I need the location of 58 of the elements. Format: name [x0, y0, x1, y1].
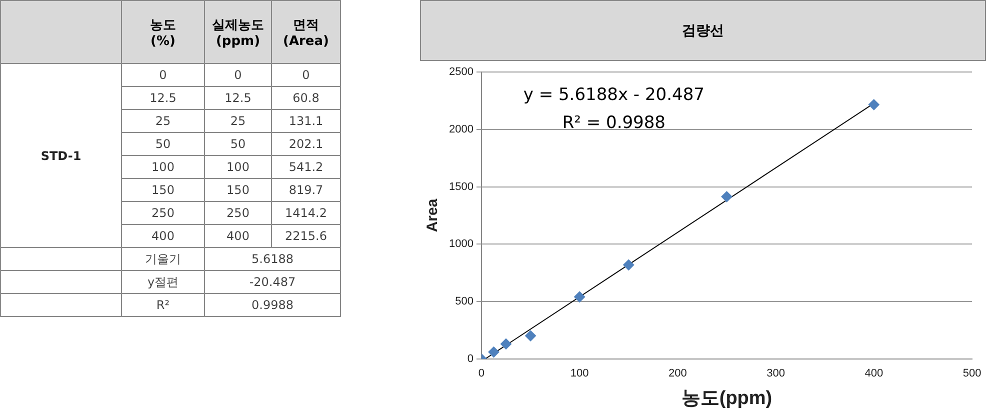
- text: 0: [204, 64, 272, 86]
- annotation: R² = 0.9988: [562, 113, 666, 133]
- text: 541.2: [272, 156, 340, 178]
- chart-title: 검량선: [420, 0, 986, 61]
- point: [488, 346, 500, 358]
- x-axis-title: 농도(ppm): [681, 388, 772, 409]
- text: 12.5: [204, 86, 272, 110]
- text: 면적 (Area): [272, 0, 340, 64]
- x-tick-label: 300: [766, 368, 785, 380]
- text: 1414.2: [272, 202, 340, 224]
- text: 0.9988: [204, 294, 340, 316]
- text: 실제농도 (ppm): [204, 0, 272, 64]
- x-tick-label: 400: [864, 368, 884, 380]
- text: 100: [204, 156, 272, 178]
- annotation: y = 5.6188x - 20.487: [523, 85, 704, 105]
- point: [623, 259, 634, 270]
- text: 131.1: [272, 110, 340, 132]
- text: 60.8: [272, 86, 340, 110]
- x-tick-label: 200: [668, 368, 687, 380]
- x-tick-label: 100: [570, 368, 589, 380]
- text: 400: [122, 224, 204, 248]
- text: 150: [122, 178, 204, 202]
- y-tick-label: 0: [467, 353, 474, 366]
- text: 25: [204, 110, 272, 132]
- text: 250: [122, 202, 204, 224]
- point: [868, 99, 880, 110]
- x-tick-label: 500: [962, 368, 982, 380]
- text: 25: [122, 110, 204, 132]
- point: [500, 338, 512, 350]
- text: y절편: [122, 270, 204, 294]
- point: [721, 191, 732, 202]
- x-tick-label: 0: [478, 368, 485, 380]
- text: 150: [204, 178, 272, 202]
- text: 기울기: [122, 248, 204, 270]
- y-tick-label: 500: [455, 296, 474, 308]
- point: [574, 291, 586, 302]
- text: 2215.6: [272, 224, 340, 248]
- text: 12.5: [122, 86, 204, 110]
- text: 400: [204, 224, 272, 248]
- text: 100: [122, 156, 204, 178]
- text: 0: [272, 64, 340, 86]
- text: 0: [122, 64, 204, 86]
- y-tick-label: 2000: [448, 123, 474, 136]
- y-tick-label: 1000: [448, 238, 474, 250]
- y-tick-label: 2500: [448, 66, 474, 78]
- text: STD-1: [0, 64, 122, 248]
- text: R²: [122, 294, 204, 316]
- point: [525, 330, 536, 342]
- y-tick-label: 1500: [448, 180, 474, 193]
- text: 농도 (%): [122, 0, 204, 64]
- text: -20.487: [204, 270, 340, 294]
- text: 50: [204, 132, 272, 156]
- text: 250: [204, 202, 272, 224]
- text: 202.1: [272, 132, 340, 156]
- text: 819.7: [272, 178, 340, 202]
- y-axis-title: Area: [424, 198, 442, 232]
- text: 50: [122, 132, 204, 156]
- text: 5.6188: [204, 248, 340, 270]
